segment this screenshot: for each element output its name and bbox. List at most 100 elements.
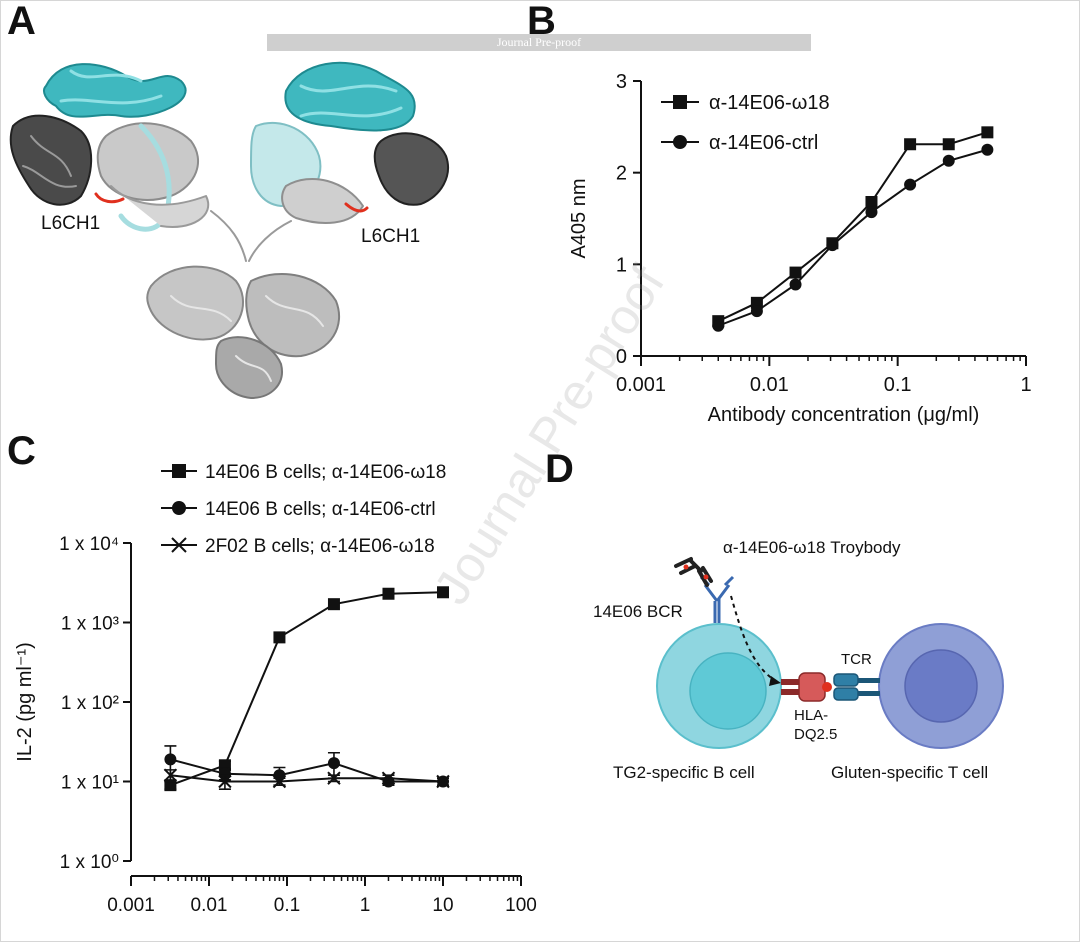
panel-c-y-tick-label: 1 x 10³: [61, 614, 119, 635]
panel-b-data-point: [942, 138, 955, 151]
panel-b-data-point: [865, 196, 878, 208]
panel-b-series-line: [717, 148, 988, 327]
panel-b-y-tick-label: 2: [616, 163, 627, 185]
panel-b-x-axis-label: Antibody concentration (μg/ml): [708, 404, 980, 426]
fc-domain: [215, 336, 283, 399]
hla-label-line1: HLA-: [794, 707, 828, 724]
panel-c-data-point: [164, 753, 177, 766]
panel-c-data-point: [218, 774, 232, 789]
panel-b-x-tick-label: 0.001: [616, 374, 666, 396]
panel-b-data-point: [750, 296, 763, 309]
internalization-arrow-head: [769, 676, 781, 686]
panel-c-chart: 1 x 10⁰ 1 x 10¹ 1 x 10² 1 x 10³ 1 x 10⁴ 0.001…: [14, 462, 537, 931]
panel-a-letter: A: [7, 0, 36, 43]
troybody-label: α-14E06-ω18 Troybody: [723, 538, 901, 557]
panel-b-data-point: [904, 138, 917, 151]
panel-c-legend-label: 14E06 B cells; α-14E06-ω18: [205, 462, 446, 483]
panel-c-x-tick-label: 100: [505, 895, 537, 916]
t-cell-label: Gluten-specific T cell: [831, 763, 988, 782]
panel-c-data-point: [272, 774, 287, 789]
panel-c-data-point: [163, 768, 178, 782]
panel-b-x-tick-label: 0.1: [884, 374, 912, 396]
left-fab-teal-ribbon: [43, 63, 187, 118]
panel-b-chart: 0 1 2 3 0.001 0.01 0.1 1 Antibody concentration …: [568, 71, 1032, 426]
panel-c-data-point: [273, 631, 286, 644]
panel-b-data-point: [789, 266, 802, 279]
panel-c-data-point: [327, 771, 341, 785]
troybody-epitope-dot: [703, 574, 709, 580]
right-fab-teal-ribbon: [284, 61, 416, 132]
panel-b-data-point: [904, 178, 917, 191]
panel-c-x-tick-label: 0.001: [107, 895, 155, 916]
b-cell-nucleus: [689, 652, 767, 730]
panel-b-data-point: [826, 239, 839, 252]
panel-c-data-point: [327, 598, 340, 611]
panel-c-data-point: [382, 587, 395, 600]
right-fab-teal-ribbon: [299, 84, 403, 118]
panel-c-data-point: [218, 767, 231, 780]
panel-c-legend-marker: [172, 501, 186, 515]
panel-b-data-point: [789, 278, 802, 291]
panel-b-data-point: [942, 154, 955, 167]
panel-b-legend-marker: [673, 135, 687, 149]
tcr-label: TCR: [841, 651, 872, 668]
panel-c-x-tick-label: 1: [360, 895, 371, 916]
panel-c-series-line: [170, 774, 444, 783]
hla-dq25-molecule: [781, 672, 832, 702]
right-dark-domain: [373, 132, 449, 206]
left-red-linker: [94, 192, 125, 204]
panel-c-data-point: [437, 586, 449, 599]
panel-d-schematic: α-14E06-ω18 Troybody 14E06 BCR TCR HLA- …: [593, 538, 1004, 782]
panel-c-letter: C: [7, 429, 36, 473]
panel-b-data-point: [750, 305, 763, 318]
panel-b-y-tick-label: 3: [616, 71, 627, 93]
panel-b-legend-label: α-14E06-ω18: [709, 92, 830, 114]
panel-c-legend-label: 2F02 B cells; α-14E06-ω18: [205, 536, 435, 557]
panel-c-data-point: [381, 771, 396, 785]
bcr-label: 14E06 BCR: [593, 602, 683, 621]
left-fab-teal-ribbon: [59, 69, 163, 105]
panel-b-data-point: [981, 126, 994, 139]
journal-preproof-banner: Journal Pre-proof: [267, 34, 811, 51]
panel-c-x-axis-label: Antibody concentration (μg/ml): [200, 929, 472, 931]
panel-c-data-point: [327, 757, 340, 770]
troybody-epitope-dot: [683, 564, 689, 570]
panel-c-series-line: [170, 591, 444, 787]
panel-b-legend-marker: [673, 95, 687, 109]
panel-c-y-tick-label: 1 x 10¹: [61, 773, 119, 794]
right-red-linker: [344, 202, 369, 213]
left-dark-domain: [22, 135, 77, 188]
panel-d-letter: D: [545, 447, 574, 491]
panel-b-data-point: [712, 319, 725, 332]
panel-a-structure: L6CH1 L6CH1: [9, 61, 449, 399]
panel-c-series-line: [170, 758, 443, 783]
tcr-molecule: [833, 673, 880, 701]
panel-c-x-tick-label: 0.01: [191, 895, 228, 916]
bcr-receptor: [699, 575, 735, 623]
fc-domain: [146, 265, 245, 341]
b-cell-label: TG2-specific B cell: [613, 763, 755, 782]
panel-c-y-tick-label: 1 x 10⁴: [59, 534, 119, 555]
hinge-strand: [210, 210, 292, 262]
troybody-molecule: [674, 557, 713, 587]
panel-b-y-tick-label: 1: [616, 254, 627, 276]
panel-b-y-tick-label: 0: [616, 346, 627, 368]
panel-b-legend-label: α-14E06-ctrl: [709, 132, 818, 154]
left-dark-domain: [9, 114, 93, 206]
panel-b-x-tick-label: 1: [1020, 374, 1031, 396]
panel-c-legend-marker: [172, 464, 186, 478]
left-light-domain: [110, 185, 210, 228]
panel-b-x-tick-label: 0.01: [750, 374, 789, 396]
panel-c-legend-label: 14E06 B cells; α-14E06-ctrl: [205, 499, 436, 520]
panel-b-data-point: [981, 143, 994, 156]
panel-b-data-point: [865, 206, 878, 219]
panel-c-y-tick-label: 1 x 10⁰: [60, 852, 119, 873]
antibody-structure-illustration: [9, 61, 449, 399]
internalization-arrow: [730, 595, 777, 682]
t-cell-nucleus: [904, 649, 978, 723]
panel-c-x-tick-label: 10: [432, 895, 453, 916]
panel-c-data-point: [436, 774, 450, 789]
hla-label-line2: DQ2.5: [794, 726, 837, 743]
panel-c-y-axis-label: IL-2 (pg ml⁻¹): [14, 642, 36, 761]
